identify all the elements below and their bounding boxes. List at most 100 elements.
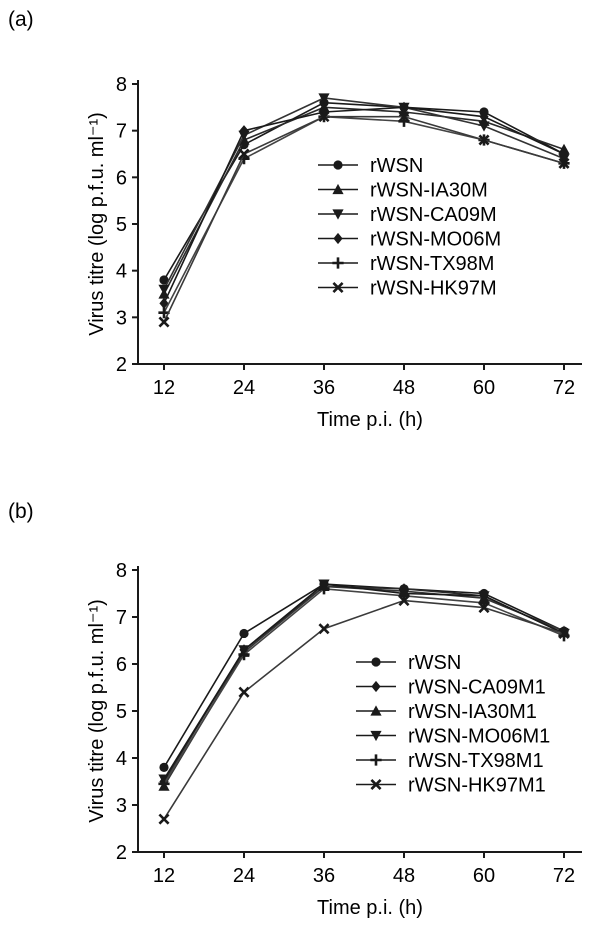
series-line: [163, 106, 565, 304]
chart-panel-0: (a) 2 3 4 5 6 7 8 12 24 36 48 60 72 Time p.i. (h) Virus…: [8, 8, 582, 431]
x-axis-title: Time p.i. (h): [317, 897, 423, 919]
data-point: [159, 297, 169, 309]
data-point: [479, 111, 489, 123]
data-point: [558, 627, 570, 639]
data-point: [158, 778, 170, 790]
y-tick-label: 7: [116, 121, 127, 143]
legend-label: rWSN-TX98M: [370, 253, 494, 275]
x-axis-title: Time p.i. (h): [317, 409, 423, 431]
series-line: [163, 599, 565, 820]
y-tick-label: 8: [116, 560, 127, 582]
legend-label: rWSN-IA30M1: [408, 701, 537, 723]
legend-label: rWSN-MO06M: [370, 229, 501, 251]
legend-marker: [371, 680, 381, 693]
legend-label: rWSN: [408, 652, 461, 674]
x-tick-label: 24: [233, 865, 255, 887]
x-tick-label: 60: [473, 377, 495, 399]
data-point: [238, 649, 250, 661]
x-tick-label: 72: [553, 865, 575, 887]
series-rWSN-HK97M1: [158, 595, 570, 825]
data-point: [318, 93, 330, 104]
data-point: [478, 121, 490, 132]
y-tick-label: 4: [116, 748, 127, 770]
legend-marker: [332, 209, 344, 220]
legend-marker: [370, 705, 382, 716]
data-point: [238, 148, 250, 160]
series-rWSN-HK97M: [158, 111, 570, 328]
legend-marker: [333, 160, 343, 170]
y-tick-label: 4: [116, 261, 127, 283]
data-point: [159, 275, 169, 285]
y-tick-label: 2: [116, 842, 127, 864]
legend-label: rWSN-CA09M1: [408, 677, 546, 699]
legend-label: rWSN-CA09M: [370, 204, 497, 226]
y-axis-title: Virus titre (log p.f.u. ml⁻¹): [86, 599, 108, 823]
data-point: [318, 111, 330, 123]
legend-label: rWSN-HK97M1: [408, 775, 546, 797]
y-tick-label: 2: [116, 354, 127, 376]
y-tick-label: 6: [116, 654, 127, 676]
legend-label: rWSN-TX98M1: [408, 750, 544, 772]
legend-marker: [370, 754, 382, 766]
y-tick-label: 3: [116, 307, 127, 329]
data-point: [478, 591, 490, 602]
data-point: [399, 101, 409, 113]
data-point: [558, 157, 570, 169]
x-tick-label: 48: [393, 865, 415, 887]
legend-marker: [332, 183, 344, 195]
data-point: [559, 148, 569, 160]
legend-marker: [332, 281, 344, 294]
x-tick-label: 36: [313, 865, 335, 887]
data-point: [158, 284, 170, 295]
y-axis-title: Virus titre (log p.f.u. ml⁻¹): [86, 112, 108, 336]
series-rWSN-TX98M: [158, 111, 570, 319]
legend-marker: [332, 257, 344, 269]
data-point: [318, 583, 330, 595]
series-line: [163, 587, 565, 785]
legend-label: rWSN-HK97M: [370, 278, 497, 300]
data-point: [398, 595, 410, 607]
data-point: [158, 316, 170, 328]
legend-marker: [370, 730, 382, 742]
x-tick-label: 24: [233, 377, 255, 399]
y-tick-label: 6: [116, 167, 127, 189]
series-rWSN-CA09M: [158, 93, 570, 295]
series-line: [163, 106, 565, 295]
data-point: [478, 602, 490, 614]
x-tick-label: 48: [393, 377, 415, 399]
series-line: [163, 583, 565, 768]
data-point: [318, 623, 330, 635]
x-tick-label: 36: [313, 377, 335, 399]
x-tick-label: 60: [473, 865, 495, 887]
data-point: [158, 813, 170, 825]
data-point: [398, 111, 410, 123]
y-tick-label: 7: [116, 607, 127, 629]
legend: rWSNrWSN-CA09M1rWSN-IA30M1rWSN-MO06M1rWS…: [356, 652, 550, 797]
legend-label: rWSN-MO06M1: [408, 726, 550, 748]
legend-marker: [333, 232, 343, 245]
y-tick-label: 8: [116, 74, 127, 96]
panel-label: (b): [8, 500, 34, 523]
legend-label: rWSN: [370, 155, 423, 177]
x-tick-label: 72: [553, 377, 575, 399]
data-point: [478, 134, 490, 146]
x-tick-label: 12: [153, 865, 175, 887]
legend-marker: [371, 657, 381, 667]
series-line: [163, 583, 565, 780]
y-tick-label: 3: [116, 795, 127, 817]
chart-panel-1: (b) 2 3 4 5 6 7 8 12 24 36 48 60 72 Time p.i. (h) Virus…: [8, 500, 582, 919]
data-point: [239, 628, 249, 639]
y-tick-label: 5: [116, 701, 127, 723]
series-rWSN-MO06M: [159, 101, 569, 309]
series-line: [163, 115, 565, 323]
series-rWSN-IA30M: [158, 101, 570, 299]
data-point: [238, 686, 250, 698]
y-tick-label: 5: [116, 214, 127, 236]
series-line: [163, 101, 565, 281]
data-point: [159, 762, 169, 773]
panel-label: (a): [8, 8, 34, 31]
legend-marker: [370, 778, 382, 791]
x-tick-label: 12: [153, 377, 175, 399]
